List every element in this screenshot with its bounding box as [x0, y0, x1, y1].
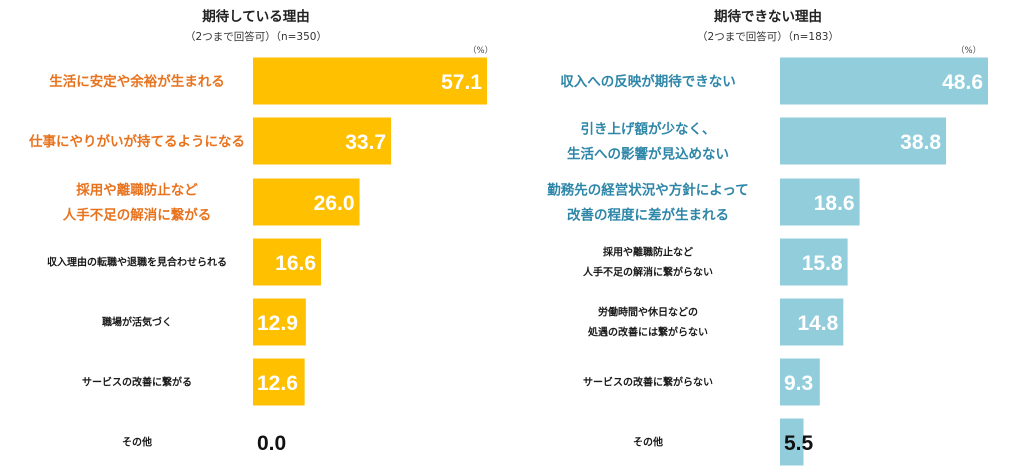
value-label-6: 0.0 [257, 432, 286, 455]
bar-1 [780, 117, 947, 165]
category-label-2-line-0: 勤務先の経営状況や方針によって [547, 181, 748, 198]
bar-1 [253, 117, 392, 165]
category-label-1: 仕事にやりがいが持てるようになる [28, 133, 245, 150]
bar-3 [253, 238, 322, 286]
category-label-1-line-0: 引き上げ額が少なく、 [581, 120, 716, 137]
value-label-1: 38.8 [900, 131, 941, 154]
category-label-5: サービスの改善に繋がる [82, 376, 192, 389]
value-label-5: 12.6 [257, 372, 298, 395]
bar-5 [253, 358, 305, 406]
category-label-5: サービスの改善に繋がらない [583, 376, 713, 389]
unit-label: （%） [956, 46, 982, 56]
bar-3 [780, 238, 848, 286]
category-label-3: 収入理由の転職や退職を見合わせられる [47, 256, 227, 269]
bar-2 [253, 178, 360, 226]
category-label-3-line-1: 人手不足の解消に繋がらない [583, 266, 713, 279]
category-label-6: その他 [633, 436, 663, 449]
left-panel: 期待している理由 （2つまで回答可）（n=350） （%） 57.1 生活に安定や… [28, 9, 494, 455]
bar-2 [780, 178, 860, 226]
value-label-4: 14.8 [797, 312, 838, 335]
category-label-3-line-0: 採用や離職防止など [603, 246, 693, 259]
value-label-1: 33.7 [345, 131, 386, 154]
right-panel: 期待できない理由 （2つまで回答可）（n=183） （%） 48.6 収入への反映… [512, 0, 1024, 474]
bar-4 [253, 298, 306, 346]
chart-subtitle: （2つまで回答可）（n=183） [697, 31, 839, 43]
category-label-0: 生活に安定や余裕が生まれる [49, 73, 225, 90]
value-label-2: 18.6 [814, 192, 855, 215]
category-label-2-line-0: 採用や離職防止など [76, 181, 198, 198]
category-label-4: 職場が活気づく [102, 316, 172, 329]
chart-subtitle: （2つまで回答可）（n=350） [185, 31, 327, 43]
bar-0 [780, 57, 988, 105]
chart-title: 期待している理由 [202, 9, 310, 25]
category-label-2-line-1: 人手不足の解消に繋がる [63, 206, 212, 223]
category-label-6: その他 [122, 436, 152, 449]
category-label-1-line-1: 生活への影響が見込めない [567, 145, 729, 162]
value-label-5: 9.3 [784, 372, 813, 395]
bar-4 [780, 298, 844, 346]
chart-title: 期待できない理由 [714, 9, 822, 25]
bar-chart-left: 57.1 生活に安定や余裕が生まれる 33.7 仕事にやりがいが持てるようになる 26.… [28, 57, 487, 455]
bar-5 [780, 358, 820, 406]
value-label-6: 5.5 [784, 432, 814, 455]
category-label-4-line-0: 労働時間や休日などの [598, 306, 698, 319]
value-label-2: 26.0 [314, 192, 355, 215]
bar-0 [253, 57, 487, 105]
value-label-0: 57.1 [441, 71, 482, 94]
category-label-0: 収入への反映が期待できない [560, 73, 736, 90]
value-label-3: 16.6 [275, 252, 316, 275]
value-label-0: 48.6 [942, 71, 983, 94]
bar-chart-right: 48.6 収入への反映が期待できない 38.8 引き上げ額が少なく、生活への影響が見込… [547, 57, 988, 466]
value-label-3: 15.8 [802, 252, 843, 275]
category-label-4-line-1: 処遇の改善には繋がらない [587, 326, 708, 339]
value-label-4: 12.9 [257, 312, 298, 335]
unit-label: （%） [468, 46, 494, 56]
bar-6 [780, 418, 804, 466]
category-label-2-line-1: 改善の程度に差が生まれる [567, 206, 729, 223]
